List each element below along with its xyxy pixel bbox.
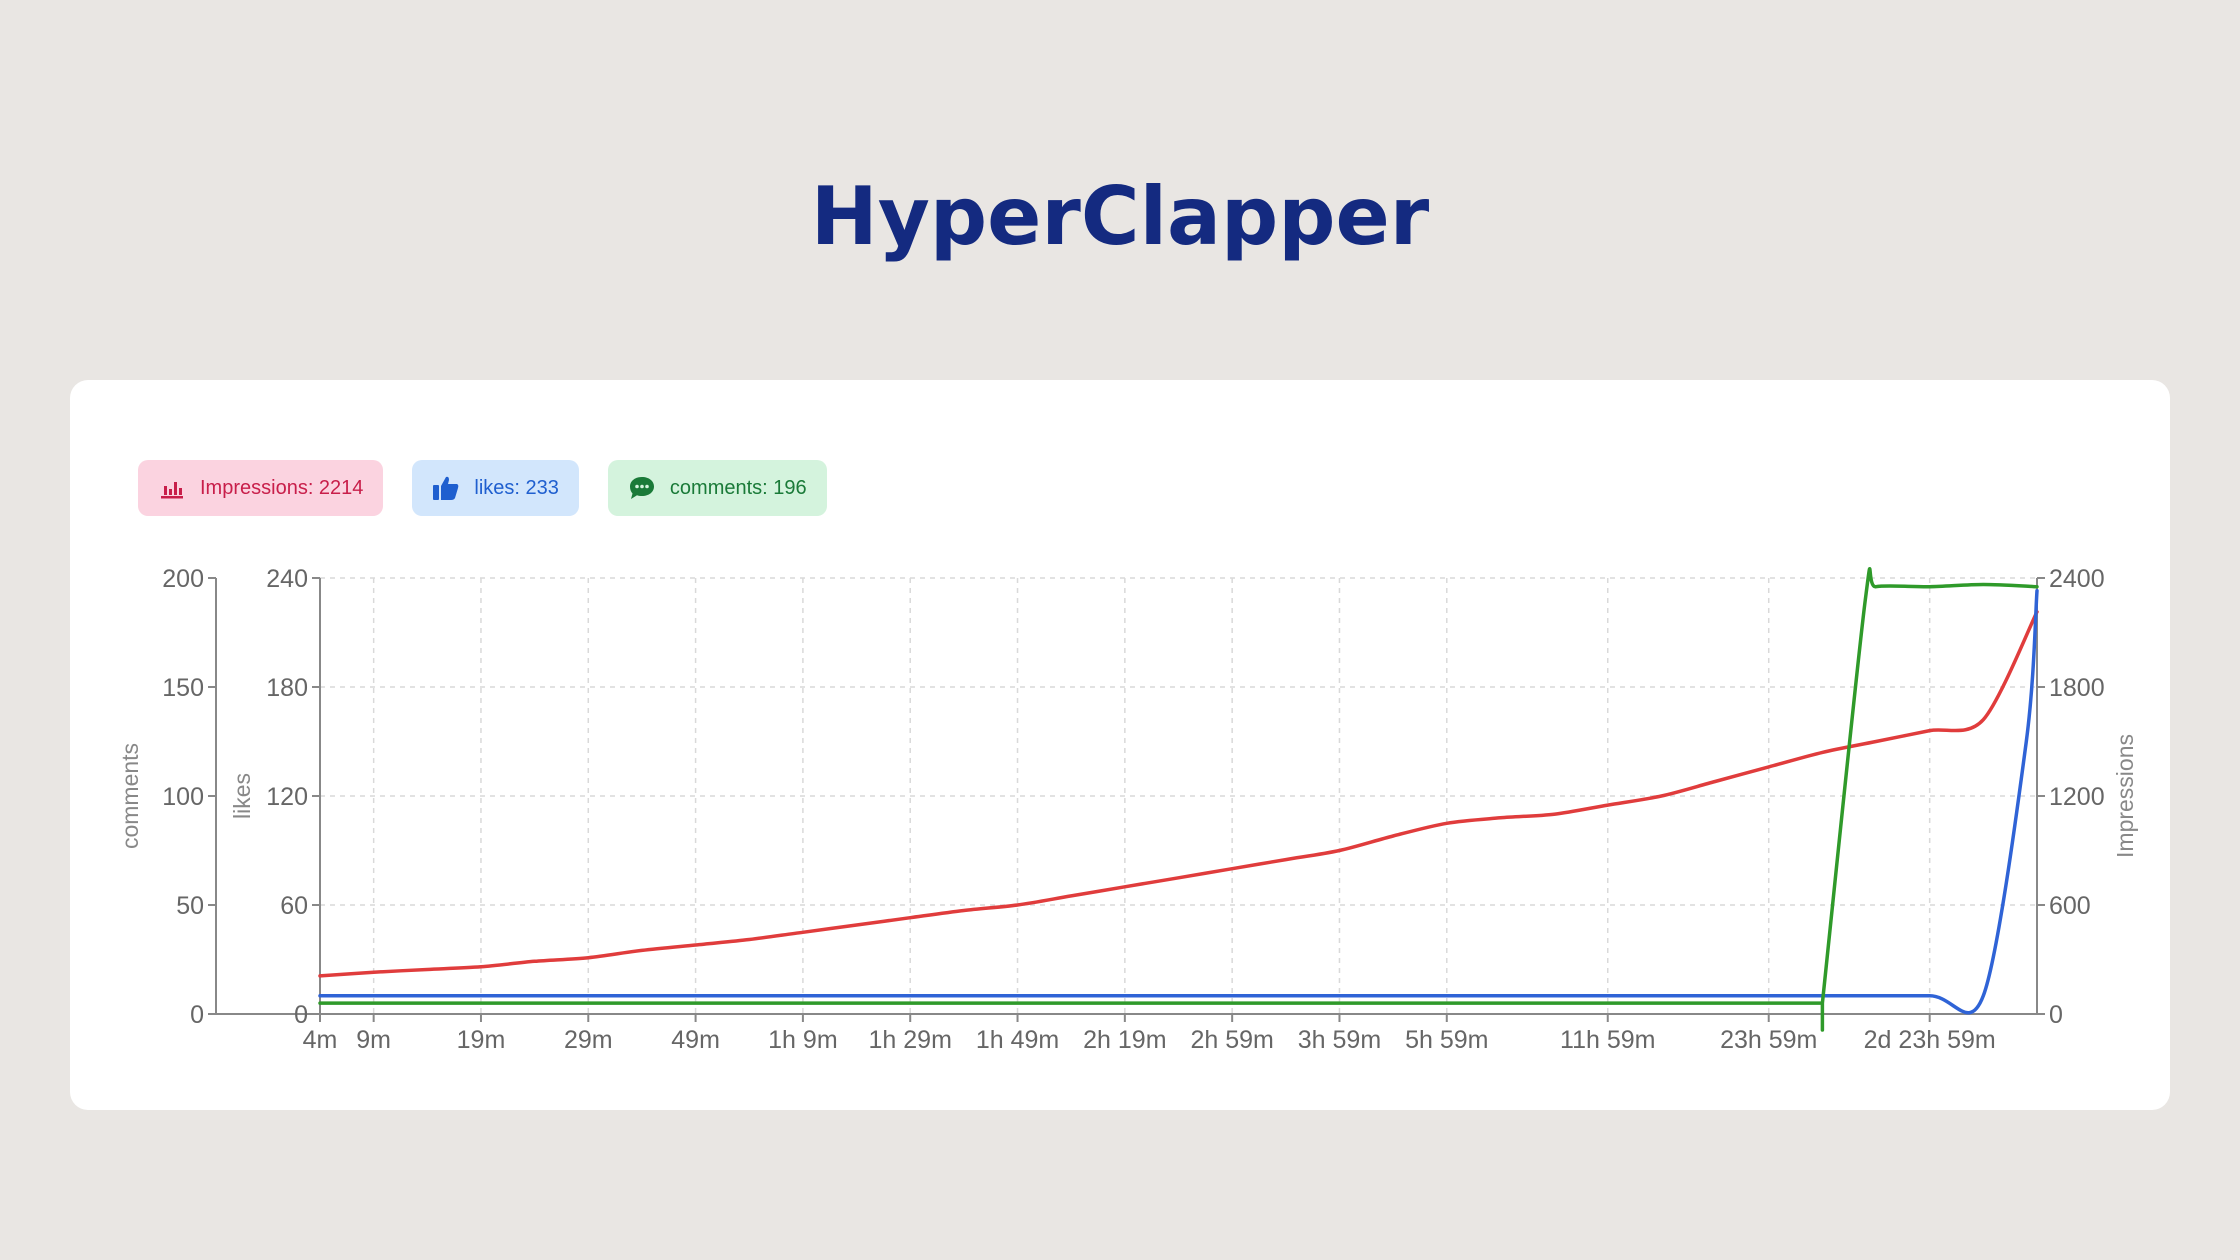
page-title: HyperClapper: [810, 170, 1430, 263]
likes-axis-title: likes: [229, 773, 255, 819]
likes-badge[interactable]: likes: 233: [412, 460, 579, 516]
thumbs-up-icon: [432, 474, 460, 502]
comments-tick-label: 100: [162, 783, 204, 811]
x-tick-label: 2h 19m: [1083, 1026, 1166, 1054]
comments-badge-label: comments: 196: [669, 476, 807, 499]
x-tick-label: 11h 59m: [1560, 1026, 1655, 1054]
x-tick-label: 1h 9m: [768, 1026, 837, 1054]
comments-badge[interactable]: comments: 196: [607, 460, 827, 516]
comments-tick-label: 200: [162, 565, 204, 593]
comments-tick-label: 0: [190, 1001, 204, 1029]
series-line-likes: [318, 588, 2039, 1015]
likes-tick-label: 0: [294, 1001, 308, 1029]
impressions-tick-label: 0: [2049, 1001, 2063, 1029]
impressions-tick-label: 2400: [2049, 565, 2105, 593]
chart-card: Impressions: 2214 likes: 233 comments:: [70, 380, 2170, 1110]
impressions-tick-label: 1800: [2049, 674, 2105, 702]
impressions-badge[interactable]: Impressions: 2214: [138, 460, 384, 516]
chat-bubble-icon: [628, 474, 656, 502]
x-tick-label: 2d 23h 59m: [1864, 1026, 1996, 1054]
impressions-axis-title: Impressions: [2112, 734, 2138, 858]
likes-tick-label: 240: [266, 565, 308, 593]
comments-tick-label: 150: [162, 674, 204, 702]
x-tick-label: 1h 29m: [869, 1026, 952, 1054]
x-tick-label: 9m: [356, 1026, 391, 1054]
x-tick-label: 4m: [303, 1026, 338, 1054]
x-tick-label: 1h 49m: [976, 1026, 1059, 1054]
likes-tick-label: 60: [280, 892, 308, 920]
comments-axis-title: comments: [117, 743, 143, 849]
x-tick-label: 5h 59m: [1405, 1026, 1488, 1054]
x-tick-label: 23h 59m: [1720, 1026, 1817, 1054]
legend-badges: Impressions: 2214 likes: 233 comments:: [138, 460, 827, 516]
series-line-comments: [318, 567, 2039, 1032]
likes-tick-label: 120: [266, 783, 308, 811]
likes-badge-label: likes: 233: [474, 476, 559, 499]
comments-tick-label: 50: [176, 892, 204, 920]
x-tick-label: 19m: [457, 1026, 506, 1054]
bar-chart-icon: [158, 474, 186, 502]
line-chart: 0601201802400501001502000600120018002400…: [117, 565, 2138, 1054]
impressions-tick-label: 1200: [2049, 783, 2105, 811]
impressions-tick-label: 600: [2049, 892, 2091, 920]
likes-tick-label: 180: [266, 674, 308, 702]
x-tick-label: 2h 59m: [1190, 1026, 1273, 1054]
x-tick-label: 29m: [564, 1026, 613, 1054]
impressions-badge-label: Impressions: 2214: [200, 476, 364, 499]
x-tick-label: 3h 59m: [1298, 1026, 1381, 1054]
series-line-impressions: [318, 610, 2039, 978]
x-tick-label: 49m: [671, 1026, 720, 1054]
